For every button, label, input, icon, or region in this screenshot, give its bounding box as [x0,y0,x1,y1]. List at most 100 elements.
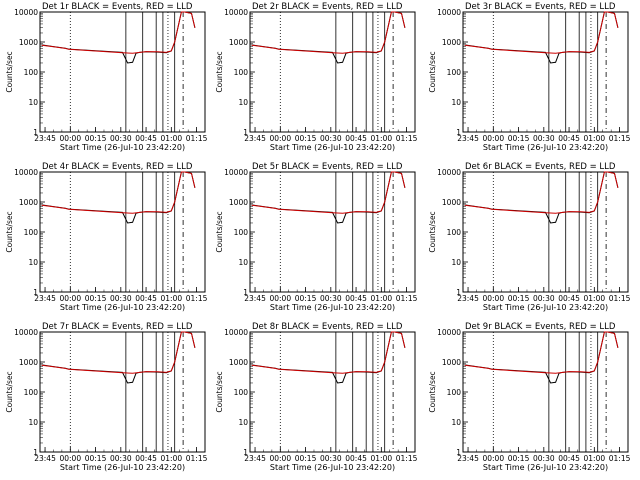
x-tick-label: 01:00 [161,134,183,143]
y-tick-label: 100 [447,388,462,397]
x-axis-label: Start Time (26-Jul-10 23:42:20) [483,463,608,472]
y-tick-label: 10 [451,258,461,267]
series-line-events [41,331,196,384]
series-line-events [41,171,196,224]
panel-3: Det 3r BLACK = Events, RED = LLD 1 10 100 10… [428,2,631,152]
x-tick-label: 23:45 [34,454,56,463]
y-tick-label: 10000 [437,328,461,337]
x-tick-label: 01:15 [609,454,631,463]
y-tick-label: 1000 [19,358,38,367]
y-tick-label: 10 [238,418,248,427]
y-tick-label: 10 [451,98,461,107]
plot-frame [249,331,416,453]
x-tick-label: 00:30 [320,294,342,303]
y-tick-label: 10 [451,418,461,427]
panel-8: Det 8r BLACK = Events, RED = LLD 1 10 100 10… [215,322,418,472]
panel-title: Det 5r BLACK = Events, RED = LLD [252,162,403,172]
x-tick-label: 00:00 [59,454,81,463]
panel-title: Det 7r BLACK = Events, RED = LLD [42,322,193,332]
series-line-lld [464,11,619,54]
x-tick-label: 01:00 [161,294,183,303]
series-line-events [41,11,196,64]
x-tick-label: 00:45 [558,454,580,463]
x-tick-label: 00:30 [320,134,342,143]
x-tick-label: 00:15 [508,294,530,303]
y-tick-label: 10000 [14,328,38,337]
x-tick-label: 01:00 [584,134,606,143]
plot-frame [462,171,629,293]
panel-6: Det 6r BLACK = Events, RED = LLD 1 10 100 10… [428,162,631,312]
y-axis-label: Counts/sec [215,371,224,412]
y-tick-label: 10000 [224,8,248,17]
y-axis-label: Counts/sec [215,51,224,92]
x-tick-label: 00:45 [345,294,367,303]
x-tick-label: 00:30 [533,294,555,303]
y-tick-label: 10 [238,258,248,267]
series-line-lld [41,11,196,54]
x-tick-label: 00:15 [85,134,107,143]
y-tick-label: 100 [24,388,39,397]
x-tick-label: 01:00 [371,134,393,143]
series-line-lld [41,171,196,214]
y-tick-label: 10000 [14,8,38,17]
panel-2: Det 2r BLACK = Events, RED = LLD 1 10 100 10… [215,2,418,152]
y-tick-label: 100 [24,228,39,237]
x-tick-label: 23:45 [457,134,479,143]
y-axis-label: Counts/sec [428,211,437,252]
plot-frame [39,171,206,293]
plot-frame [39,331,206,453]
y-tick-label: 100 [447,68,462,77]
x-tick-label: 01:15 [396,134,418,143]
y-tick-label: 1000 [442,198,461,207]
x-tick-label: 23:45 [34,294,56,303]
x-axis-label: Start Time (26-Jul-10 23:42:20) [270,303,395,312]
panel-title: Det 2r BLACK = Events, RED = LLD [252,2,403,12]
y-tick-label: 1000 [442,38,461,47]
x-axis-label: Start Time (26-Jul-10 23:42:20) [483,143,608,152]
series-line-lld [464,331,619,374]
x-tick-label: 00:30 [110,134,132,143]
y-tick-label: 100 [234,228,249,237]
x-tick-label: 00:15 [295,454,317,463]
x-tick-label: 00:45 [558,134,580,143]
y-tick-label: 1 [33,288,38,297]
x-tick-label: 01:15 [186,134,208,143]
x-tick-label: 00:00 [482,454,504,463]
y-tick-label: 1 [33,128,38,137]
x-tick-label: 00:45 [135,134,157,143]
plot-frame [462,11,629,133]
x-tick-label: 23:45 [244,454,266,463]
panel-9: Det 9r BLACK = Events, RED = LLD 1 10 100 10… [428,322,631,472]
y-tick-label: 10000 [224,168,248,177]
y-tick-label: 100 [234,388,249,397]
y-axis-label: Counts/sec [5,371,14,412]
x-tick-label: 23:45 [457,294,479,303]
y-tick-label: 1 [33,448,38,457]
y-axis-label: Counts/sec [5,211,14,252]
series-line-lld [464,171,619,214]
x-tick-label: 00:15 [508,454,530,463]
x-tick-label: 01:15 [186,294,208,303]
x-tick-label: 01:00 [371,294,393,303]
series-line-events [464,331,619,384]
x-tick-label: 00:00 [59,134,81,143]
y-tick-label: 10 [28,258,38,267]
y-tick-label: 1 [243,128,248,137]
y-tick-label: 10000 [437,8,461,17]
x-axis-label: Start Time (26-Jul-10 23:42:20) [483,303,608,312]
series-line-events [464,171,619,224]
panel-7: Det 7r BLACK = Events, RED = LLD 1 10 100 10… [5,322,208,472]
x-tick-label: 00:00 [269,134,291,143]
x-tick-label: 00:15 [508,134,530,143]
x-tick-label: 00:30 [533,454,555,463]
x-tick-label: 00:45 [558,294,580,303]
panel-title: Det 8r BLACK = Events, RED = LLD [252,322,403,332]
y-axis-label: Counts/sec [5,51,14,92]
x-tick-label: 00:45 [345,454,367,463]
x-tick-label: 00:00 [482,134,504,143]
x-axis-label: Start Time (26-Jul-10 23:42:20) [270,143,395,152]
x-tick-label: 01:00 [584,294,606,303]
series-line-events [251,11,406,64]
y-tick-label: 1000 [229,198,248,207]
